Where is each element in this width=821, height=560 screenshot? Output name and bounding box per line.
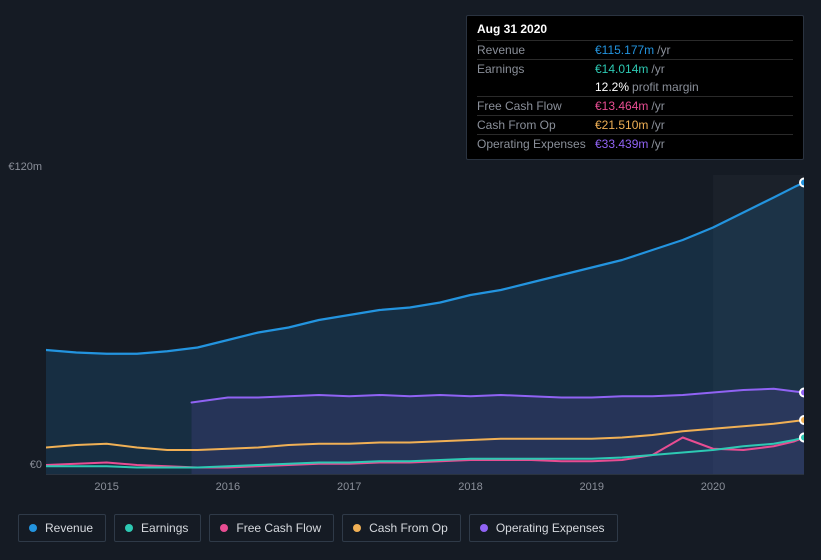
legend-label: Earnings (141, 521, 188, 535)
legend-label: Revenue (45, 521, 93, 535)
legend-dot-icon (480, 524, 488, 532)
y-axis-tick-label: €0 (6, 459, 42, 471)
legend-item-fcf[interactable]: Free Cash Flow (209, 514, 334, 542)
tooltip-row-label: Free Cash Flow (477, 99, 595, 113)
tooltip-row-label: Earnings (477, 62, 595, 76)
x-axis-tick-label: 2019 (580, 481, 604, 493)
legend-label: Cash From Op (369, 521, 448, 535)
data-tooltip: Aug 31 2020 Revenue€115.177m/yrEarnings€… (466, 15, 804, 160)
y-axis-tick-label: €120m (6, 161, 42, 173)
tooltip-row-label: Revenue (477, 43, 595, 57)
legend-dot-icon (29, 524, 37, 532)
x-axis-tick-label: 2018 (458, 481, 482, 493)
legend-label: Free Cash Flow (236, 521, 321, 535)
legend-item-revenue[interactable]: Revenue (18, 514, 106, 542)
tooltip-row-label (477, 80, 595, 94)
x-axis-tick-label: 2017 (337, 481, 361, 493)
legend-item-opex[interactable]: Operating Expenses (469, 514, 618, 542)
x-axis-tick-label: 2015 (94, 481, 118, 493)
tooltip-row-value: €33.439m/yr (595, 137, 665, 151)
legend-dot-icon (220, 524, 228, 532)
legend-item-cash_op[interactable]: Cash From Op (342, 514, 461, 542)
x-axis-tick-label: 2016 (216, 481, 240, 493)
tooltip-row-value: €115.177m/yr (595, 43, 671, 57)
tooltip-row-value: €21.510m/yr (595, 118, 665, 132)
tooltip-date: Aug 31 2020 (477, 22, 793, 40)
legend-item-earnings[interactable]: Earnings (114, 514, 201, 542)
tooltip-row-label: Operating Expenses (477, 137, 595, 151)
tooltip-row-value: €13.464m/yr (595, 99, 665, 113)
tooltip-row: Earnings€14.014m/yr (477, 59, 793, 78)
tooltip-row: Operating Expenses€33.439m/yr (477, 134, 793, 153)
tooltip-row-label: Cash From Op (477, 118, 595, 132)
legend-dot-icon (125, 524, 133, 532)
tooltip-row-value: €14.014m/yr (595, 62, 665, 76)
legend-dot-icon (353, 524, 361, 532)
tooltip-row: Free Cash Flow€13.464m/yr (477, 96, 793, 115)
tooltip-rows: Revenue€115.177m/yrEarnings€14.014m/yr12… (477, 40, 793, 153)
x-axis-tick-label: 2020 (701, 481, 725, 493)
financial-chart (46, 175, 804, 475)
tooltip-row: 12.2%profit margin (477, 78, 793, 96)
tooltip-row-value: 12.2%profit margin (595, 80, 699, 94)
tooltip-row: Revenue€115.177m/yr (477, 40, 793, 59)
chart-legend: Revenue Earnings Free Cash Flow Cash From O… (18, 514, 618, 542)
tooltip-row: Cash From Op€21.510m/yr (477, 115, 793, 134)
legend-label: Operating Expenses (496, 521, 605, 535)
